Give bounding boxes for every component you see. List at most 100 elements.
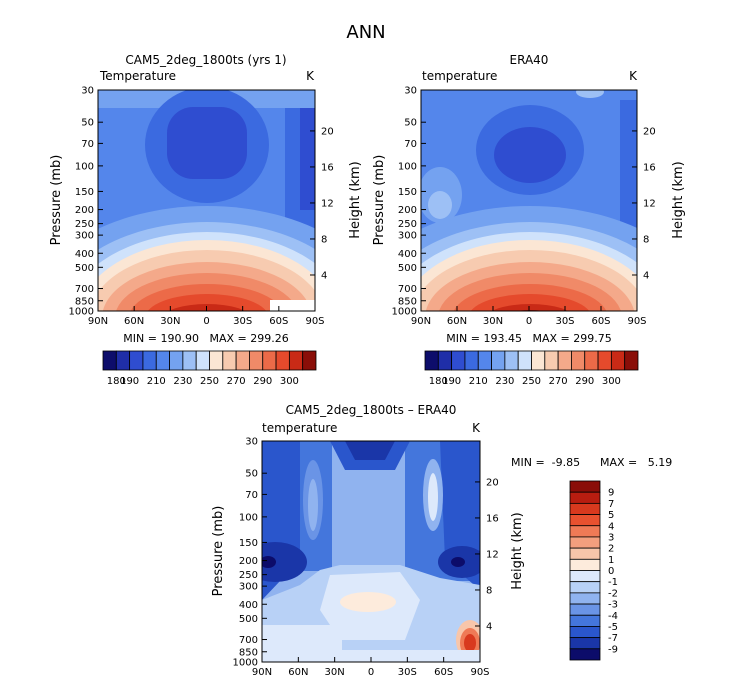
y-tick-label: 150 (398, 187, 417, 198)
x-tick-label: 0 (526, 316, 532, 327)
colorbar-label: 180 (429, 376, 448, 387)
y-tick-label: 30 (404, 86, 417, 97)
colorbar-label: 230 (173, 376, 192, 387)
panel-title: ERA40 (510, 53, 549, 67)
colorbar-swatch (569, 514, 601, 527)
colorbar-swatch (569, 626, 601, 639)
y-tick-label: 70 (404, 139, 417, 150)
x-tick-label: 0 (368, 667, 374, 678)
x-tick-label: 60S (591, 316, 610, 327)
y-tick-label: 70 (81, 139, 94, 150)
panel-subtitle-right: K (306, 69, 315, 83)
y-tick-label: 200 (75, 205, 94, 216)
y-tick-label: 700 (75, 284, 94, 295)
x-tick-label: 60N (288, 667, 308, 678)
panel-subtitle-right: K (472, 421, 481, 435)
y-tick-label: 300 (75, 231, 94, 242)
y-tick-label: 100 (398, 161, 417, 172)
stats: MIN = 193.45 MAX = 299.75 (446, 332, 611, 345)
y-tick-label: 200 (398, 205, 417, 216)
colorbar-swatch (464, 350, 479, 371)
y-tick-label: 700 (398, 284, 417, 295)
colorbar-label: 3 (608, 532, 614, 543)
panel-difference: CAM5_2deg_1800ts – ERA40 temperature K (211, 403, 672, 678)
x-tick-label: 90N (252, 667, 272, 678)
stats-max: MAX = 5.19 (600, 456, 672, 469)
panel-title: CAM5_2deg_1800ts (yrs 1) (125, 53, 286, 67)
colorbar-swatch (569, 592, 601, 605)
y-axis-label-right: Height (km) (510, 512, 525, 589)
colorbar-label: 190 (442, 376, 461, 387)
y-tick-label: 150 (239, 538, 258, 549)
colorbar-label: 9 (608, 488, 614, 499)
height-tick-label: 12 (321, 198, 334, 209)
y-axis-label-right: Height (km) (671, 161, 686, 238)
y-tick-label: 850 (75, 296, 94, 307)
colorbar-label: 5 (608, 510, 614, 521)
colorbar-label: 250 (522, 376, 541, 387)
colorbar-swatch (437, 350, 453, 371)
colorbar-swatch (169, 350, 184, 371)
colorbar-swatch (557, 350, 572, 371)
colorbar-label: -9 (608, 644, 618, 655)
height-tick-label: 20 (321, 126, 334, 137)
x-tick-label: 30S (233, 316, 252, 327)
contour-field (262, 441, 480, 662)
colorbar-swatch (182, 350, 197, 371)
stats: MIN = 190.90 MAX = 299.26 (123, 332, 288, 345)
x-tick-label: 90N (88, 316, 108, 327)
height-tick-label: 12 (486, 549, 499, 560)
colorbar-label: 4 (608, 521, 614, 532)
y-tick-label: 30 (245, 437, 258, 448)
colorbar-label: 0 (608, 566, 614, 577)
height-tick-label: 8 (486, 585, 492, 596)
colorbar-swatch (569, 558, 601, 571)
x-tick-label: 30N (160, 316, 180, 327)
y-tick-label: 100 (75, 161, 94, 172)
height-tick-label: 12 (643, 198, 656, 209)
colorbar-label: 270 (227, 376, 246, 387)
x-tick-label: 90S (305, 316, 324, 327)
colorbar-swatch (209, 350, 224, 371)
colorbar-swatch (569, 502, 601, 515)
colorbar-swatch (569, 547, 601, 560)
colorbar-label: -5 (608, 622, 618, 633)
height-tick-label: 16 (486, 513, 499, 524)
colorbar-swatch (275, 350, 290, 371)
colorbar-swatch (531, 350, 546, 371)
colorbar-swatch (569, 614, 601, 627)
x-tick-label: 90S (627, 316, 646, 327)
colorbar-label: 210 (469, 376, 488, 387)
colorbar-swatch (504, 350, 519, 371)
colorbar-swatch (584, 350, 599, 371)
colorbar-label: -3 (608, 600, 618, 611)
colorbar-swatch (129, 350, 144, 371)
x-tick-label: 60N (124, 316, 144, 327)
colorbar-label: 290 (253, 376, 272, 387)
colorbar-swatch (451, 350, 466, 371)
stats-min: MIN = -9.85 (511, 456, 580, 469)
y-tick-label: 400 (239, 600, 258, 611)
y-tick-label: 250 (239, 570, 258, 581)
y-tick-label: 400 (75, 249, 94, 260)
colorbar-label: -1 (608, 577, 618, 588)
height-tick-label: 4 (486, 621, 492, 632)
colorbar-swatch (288, 350, 304, 371)
colorbar-swatch (569, 570, 601, 583)
panel-reference: ERA40 temperature K 30507010015020025030… (372, 53, 686, 387)
colorbar-swatch (477, 350, 492, 371)
y-tick-label: 400 (398, 249, 417, 260)
colorbar-label: 300 (280, 376, 299, 387)
y-tick-label: 100 (239, 512, 258, 523)
y-tick-label: 1000 (392, 307, 417, 318)
height-tick-label: 4 (643, 270, 649, 281)
colorbar-swatch (597, 350, 612, 371)
panel-model: CAM5_2deg_1800ts (yrs 1) Temperature K 3… (49, 53, 363, 387)
colorbar-label: 250 (200, 376, 219, 387)
colorbar-label: -7 (608, 633, 618, 644)
colorbar-swatch (222, 350, 237, 371)
y-tick-label: 150 (75, 187, 94, 198)
y-tick-label: 500 (75, 263, 94, 274)
